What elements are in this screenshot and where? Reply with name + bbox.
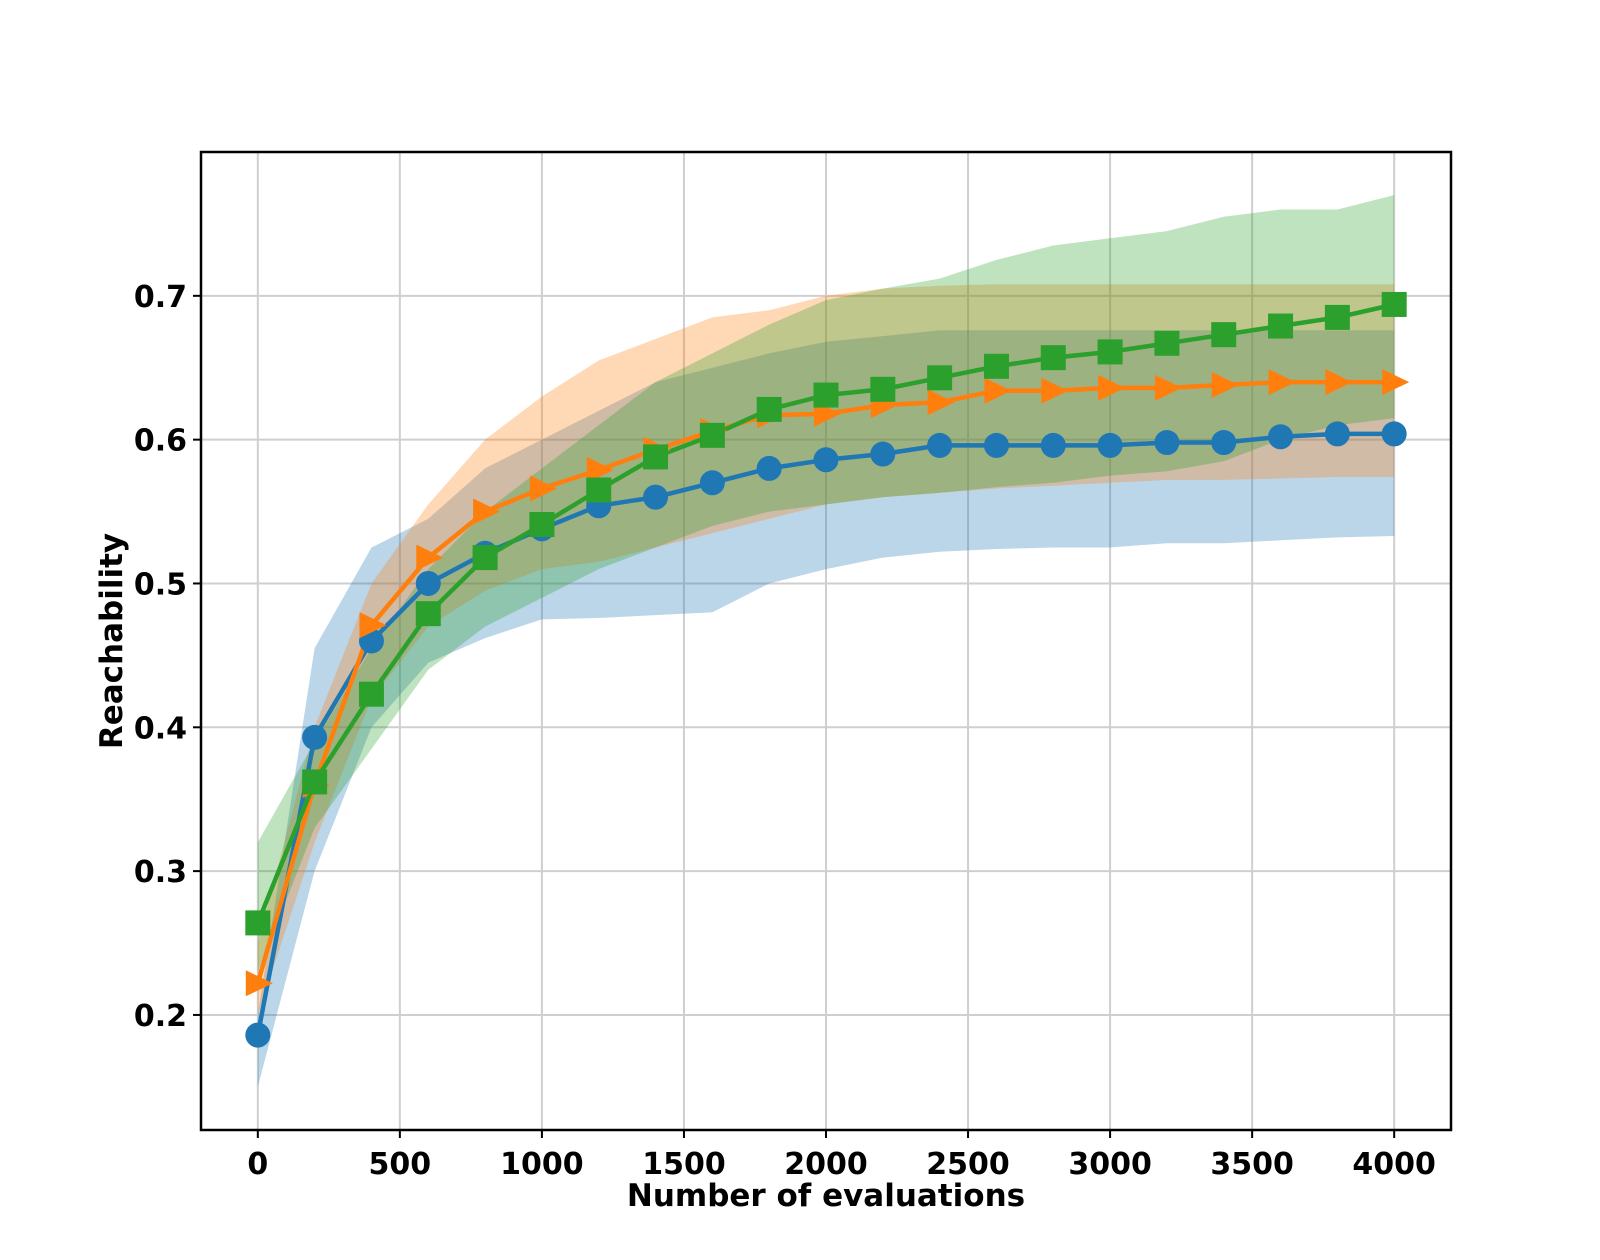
series-2-point [699, 422, 725, 448]
series-1-point [416, 544, 444, 571]
y-tick-label: 0.7 [134, 280, 187, 315]
x-tick-label: 3000 [1068, 1147, 1152, 1182]
series-markers [245, 291, 1410, 1048]
series-0-point [813, 447, 839, 473]
series-2-point [1268, 313, 1294, 339]
series-1-point [1268, 369, 1296, 396]
series-0-point [302, 724, 328, 750]
series-2-point [1381, 291, 1407, 317]
x-tick-label: 4000 [1352, 1147, 1436, 1182]
series-0-point [1268, 424, 1294, 450]
series-0-point [245, 1022, 271, 1048]
x-axis-label: Number of evaluations [627, 1178, 1025, 1214]
series-0-point [1211, 430, 1237, 456]
series-0-point [699, 470, 725, 496]
series-2-point [1154, 330, 1180, 356]
series-2-point [358, 681, 384, 707]
series-2-point [1097, 339, 1123, 365]
series-1-point [473, 498, 501, 525]
x-axis-ticks: 0 500 1000 1500 2000 2500 3000 3500 4000 [247, 1130, 1436, 1182]
series-0-point [870, 441, 896, 467]
y-axis-label: Reachability [94, 533, 130, 749]
series-1-point [1211, 371, 1239, 398]
series-0-point [1154, 430, 1180, 456]
x-tick-label: 1000 [500, 1147, 584, 1182]
x-tick-label: 3500 [1210, 1147, 1294, 1182]
x-tick-label: 2500 [926, 1147, 1010, 1182]
series-2-point [586, 477, 612, 503]
series-2-point [529, 512, 555, 538]
series-1-band [257, 284, 1395, 1015]
series-2-point [813, 382, 839, 408]
series-1-point [927, 389, 955, 416]
series-2-point [927, 365, 953, 391]
y-axis-ticks: 0.2 0.3 0.4 0.5 0.6 0.7 [134, 280, 201, 1034]
series-2-point [756, 396, 782, 422]
series-1-point [529, 475, 557, 502]
x-tick-label: 500 [369, 1147, 432, 1182]
series-1-point [1041, 377, 1069, 404]
series-0-point [983, 432, 1009, 458]
x-tick-label: 0 [247, 1147, 268, 1182]
series-0-point [415, 570, 441, 596]
series-2-point [472, 545, 498, 571]
series-0-point [1381, 421, 1407, 447]
series-2-point [983, 353, 1009, 379]
series-1-point [984, 377, 1012, 404]
series-0-point [756, 455, 782, 481]
series-1-point [245, 970, 273, 997]
series-2-point [415, 601, 441, 627]
y-tick-label: 0.3 [134, 855, 187, 890]
series-0-point [1324, 421, 1350, 447]
series-1-point [1154, 374, 1182, 401]
series-0-point [1097, 432, 1123, 458]
y-tick-label: 0.5 [134, 567, 187, 602]
series-0-point [927, 432, 953, 458]
series-2-point [245, 910, 271, 936]
y-tick-label: 0.6 [134, 424, 187, 459]
series-2-point [1040, 345, 1066, 371]
series-0-point [643, 484, 669, 510]
series-2-point [1211, 322, 1237, 348]
x-tick-label: 1500 [642, 1147, 726, 1182]
series-2-point [870, 376, 896, 402]
series-1-point [1325, 369, 1353, 396]
series-1-point [359, 612, 387, 639]
y-tick-label: 0.4 [134, 711, 187, 746]
series-0-point [1040, 432, 1066, 458]
series-1-point [586, 456, 614, 483]
series-1-point [1098, 374, 1126, 401]
series-2-point [643, 444, 669, 470]
series-2-point [1324, 304, 1350, 330]
y-tick-label: 0.2 [134, 999, 187, 1034]
series-2-point [302, 769, 328, 795]
x-tick-label: 2000 [784, 1147, 868, 1182]
series-1-point [1382, 369, 1410, 396]
